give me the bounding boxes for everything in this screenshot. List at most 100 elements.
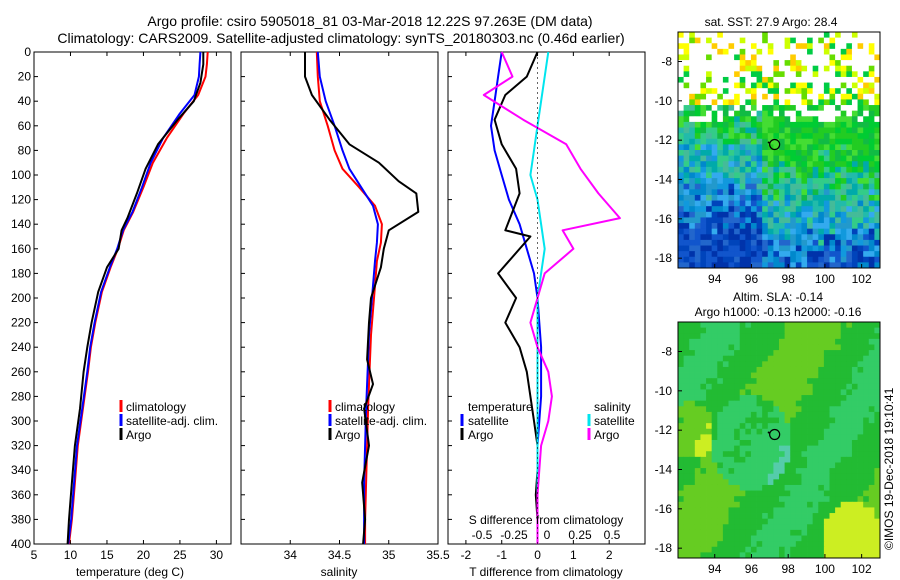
heatmap-cell <box>711 161 718 168</box>
heatmap-cell <box>683 48 690 55</box>
heatmap-cell <box>683 468 690 475</box>
heatmap-cell <box>717 378 724 385</box>
heatmap-cell <box>762 456 769 463</box>
heatmap-cell <box>700 245 707 252</box>
heatmap-cell <box>678 99 685 106</box>
heatmap-cell <box>689 378 696 385</box>
heatmap-cell <box>750 116 757 123</box>
heatmap-cell <box>779 37 786 44</box>
heatmap-cell <box>874 99 881 106</box>
heatmap-cell <box>868 88 875 95</box>
heatmap-cell <box>711 228 718 235</box>
heatmap-cell <box>756 378 763 385</box>
heatmap-cell <box>745 529 752 536</box>
heatmap-cell <box>706 144 713 151</box>
heatmap-cell <box>706 383 713 390</box>
heatmap-cell <box>829 395 836 402</box>
heatmap-cell <box>784 178 791 185</box>
heatmap-cell <box>756 546 763 553</box>
heatmap-cell <box>745 189 752 196</box>
heatmap-cell <box>857 350 864 357</box>
heatmap-cell <box>722 468 729 475</box>
heatmap-cell <box>790 513 797 520</box>
heatmap-cell <box>678 133 685 140</box>
heatmap-cell <box>711 524 718 531</box>
heatmap-cell <box>829 228 836 235</box>
heatmap-cell <box>756 344 763 351</box>
heatmap-cell <box>762 166 769 173</box>
heatmap-cell <box>711 116 718 123</box>
heatmap-cell <box>829 76 836 83</box>
heatmap-cell <box>773 434 780 441</box>
heatmap-cell <box>807 395 814 402</box>
sla-map: Altim. SLA: -0.14 Argo h1000: -0.13 h200… <box>655 290 881 576</box>
heatmap-cell <box>700 251 707 258</box>
heatmap-cell <box>706 468 713 475</box>
heatmap-cell <box>829 496 836 503</box>
heatmap-cell <box>722 423 729 430</box>
heatmap-cell <box>863 189 870 196</box>
heatmap-cell <box>857 256 864 263</box>
heatmap-cell <box>863 223 870 230</box>
heatmap-cell <box>829 378 836 385</box>
heatmap-cell <box>750 234 757 241</box>
heatmap-cell <box>694 211 701 218</box>
heatmap-cell <box>784 451 791 458</box>
heatmap-cell <box>795 48 802 55</box>
heatmap-cell <box>784 355 791 362</box>
heatmap-cell <box>863 507 870 514</box>
heatmap-cell <box>823 327 830 334</box>
heatmap-cell <box>773 127 780 134</box>
heatmap-cell <box>756 262 763 269</box>
heatmap-cell <box>846 423 853 430</box>
heatmap-cell <box>728 144 735 151</box>
heatmap-cell <box>807 217 814 224</box>
heatmap-cell <box>728 552 735 559</box>
heatmap-cell <box>790 144 797 151</box>
heatmap-cell <box>728 110 735 117</box>
heatmap-cell <box>874 105 881 112</box>
heatmap-cell <box>829 338 836 345</box>
heatmap-cell <box>863 496 870 503</box>
heatmap-cell <box>750 105 757 112</box>
heatmap-cell <box>874 366 881 373</box>
heatmap-cell <box>835 48 842 55</box>
heatmap-cell <box>868 400 875 407</box>
heatmap-cell <box>846 133 853 140</box>
heatmap-cell <box>874 468 881 475</box>
heatmap-cell <box>700 48 707 55</box>
heatmap-cell <box>750 440 757 447</box>
heatmap-cell <box>812 350 819 357</box>
y-tick-label: 0 <box>24 45 31 59</box>
heatmap-cell <box>823 400 830 407</box>
heatmap-cell <box>868 372 875 379</box>
heatmap-cell <box>722 76 729 83</box>
heatmap-cell <box>835 256 842 263</box>
heatmap-cell <box>683 417 690 424</box>
heatmap-cell <box>779 150 786 157</box>
heatmap-cell <box>801 82 808 89</box>
heatmap-cell <box>857 338 864 345</box>
heatmap-cell <box>767 161 774 168</box>
heatmap-cell <box>835 144 842 151</box>
heatmap-cell <box>750 327 757 334</box>
heatmap-cell <box>739 513 746 520</box>
heatmap-cell <box>840 239 847 246</box>
heatmap-cell <box>689 535 696 542</box>
heatmap-cell <box>829 479 836 486</box>
heatmap-cell <box>863 366 870 373</box>
heatmap-cell <box>829 524 836 531</box>
heatmap-cell <box>857 546 864 553</box>
heatmap-cell <box>812 99 819 106</box>
heatmap-cell <box>706 546 713 553</box>
heatmap-cell <box>851 178 858 185</box>
heatmap-cell <box>807 507 814 514</box>
heatmap-cell <box>835 93 842 100</box>
heatmap-cell <box>807 251 814 258</box>
heatmap-cell <box>767 245 774 252</box>
heatmap-cell <box>818 239 825 246</box>
heatmap-cell <box>835 161 842 168</box>
heatmap-cell <box>812 144 819 151</box>
heatmap-cell <box>689 245 696 252</box>
heatmap-cell <box>823 60 830 67</box>
